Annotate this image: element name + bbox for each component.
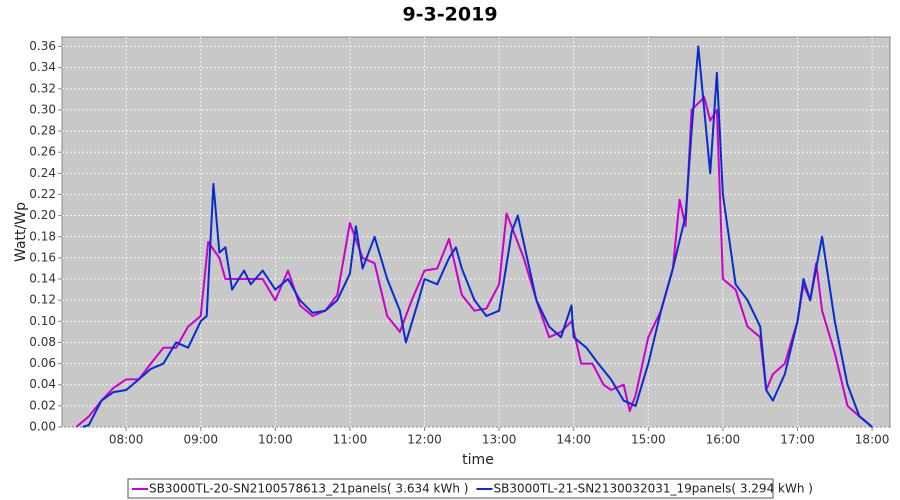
legend-label: SB3000TL-20-SN2100578613_21panels( 3.634… — [149, 482, 468, 496]
y-axis-label: Watt/Wp — [13, 202, 29, 262]
y-tick-label: 0.32 — [29, 81, 56, 95]
y-tick-label: 0.24 — [29, 166, 56, 180]
y-tick-label: 0.16 — [29, 250, 56, 264]
x-tick-label: 12:00 — [407, 433, 442, 447]
x-tick-label: 15:00 — [631, 433, 666, 447]
y-tick-label: 0.34 — [29, 60, 56, 74]
y-tick-label: 0.14 — [29, 272, 56, 286]
y-tick-label: 0.20 — [29, 208, 56, 222]
y-tick-label: 0.26 — [29, 145, 56, 159]
x-tick-label: 17:00 — [780, 433, 815, 447]
x-tick-label: 14:00 — [556, 433, 591, 447]
y-tick-label: 0.12 — [29, 293, 56, 307]
y-tick-label: 0.06 — [29, 356, 56, 370]
x-tick-label: 18:00 — [855, 433, 890, 447]
y-tick-label: 0.10 — [29, 314, 56, 328]
x-tick-label: 08:00 — [109, 433, 144, 447]
series-line — [82, 45, 873, 428]
y-tick-label: 0.36 — [29, 39, 56, 53]
series-line — [75, 96, 873, 428]
y-tick-label: 0.04 — [29, 377, 56, 391]
y-tick-label: 0.18 — [29, 229, 56, 243]
y-tick-label: 0.08 — [29, 335, 56, 349]
x-tick-label: 11:00 — [333, 433, 368, 447]
chart-title: 9-3-2019 — [402, 4, 497, 26]
y-tick-label: 0.02 — [29, 398, 56, 412]
x-tick-label: 13:00 — [482, 433, 517, 447]
x-tick-label: 09:00 — [183, 433, 218, 447]
x-tick-label: 16:00 — [706, 433, 741, 447]
legend — [127, 478, 774, 499]
y-tick-label: 0.30 — [29, 102, 56, 116]
legend-label: SB3000TL-21-SN2130032031_19panels( 3.294… — [493, 482, 812, 496]
y-tick-label: 0.28 — [29, 124, 56, 138]
x-axis-label: time — [462, 452, 494, 468]
y-tick-label: 0.00 — [29, 420, 56, 434]
y-tick-label: 0.22 — [29, 187, 56, 201]
x-tick-label: 10:00 — [258, 433, 293, 447]
plot-area — [61, 36, 891, 428]
